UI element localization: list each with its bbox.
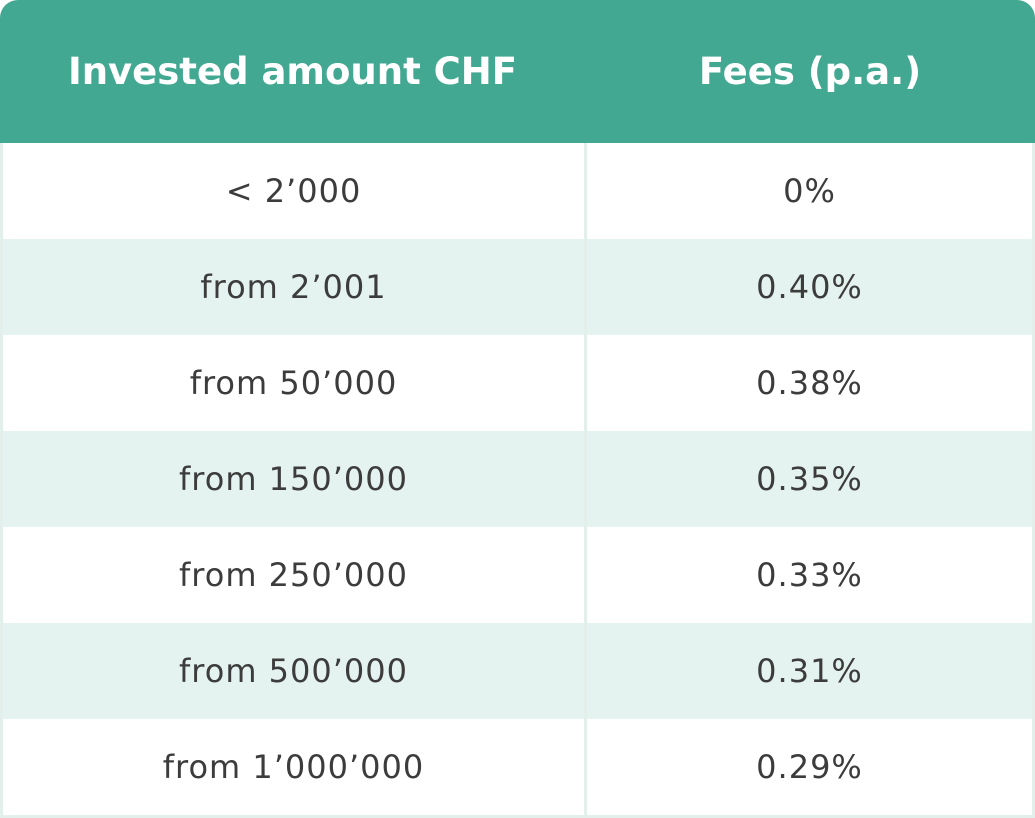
fee-cell: 0.35% xyxy=(587,431,1032,527)
amount-cell: from 50’000 xyxy=(3,335,584,431)
table-row: < 2’000 0% xyxy=(0,143,1035,239)
fee-cell: 0.38% xyxy=(587,335,1032,431)
amount-cell: from 500’000 xyxy=(3,623,584,719)
amount-cell: from 1’000’000 xyxy=(3,719,584,815)
fee-cell: 0% xyxy=(587,143,1032,239)
fee-cell: 0.33% xyxy=(587,527,1032,623)
fee-cell: 0.29% xyxy=(587,719,1032,815)
table-row: from 150’000 0.35% xyxy=(0,431,1035,527)
table-row: from 2’001 0.40% xyxy=(0,239,1035,335)
fee-cell: 0.40% xyxy=(587,239,1032,335)
table-row: from 1’000’000 0.29% xyxy=(0,719,1035,815)
amount-cell: from 2’001 xyxy=(3,239,584,335)
table-row: from 250’000 0.33% xyxy=(0,527,1035,623)
amount-cell: from 150’000 xyxy=(3,431,584,527)
table-row: from 50’000 0.38% xyxy=(0,335,1035,431)
amount-cell: < 2’000 xyxy=(3,143,584,239)
fee-cell: 0.31% xyxy=(587,623,1032,719)
table-header: Invested amount CHF Fees (p.a.) xyxy=(0,0,1035,143)
header-cell: Invested amount CHF xyxy=(67,50,518,93)
amount-cell: from 250’000 xyxy=(3,527,584,623)
table-row: from 500’000 0.31% xyxy=(0,623,1035,719)
header-cell: Fees (p.a.) xyxy=(698,50,922,93)
